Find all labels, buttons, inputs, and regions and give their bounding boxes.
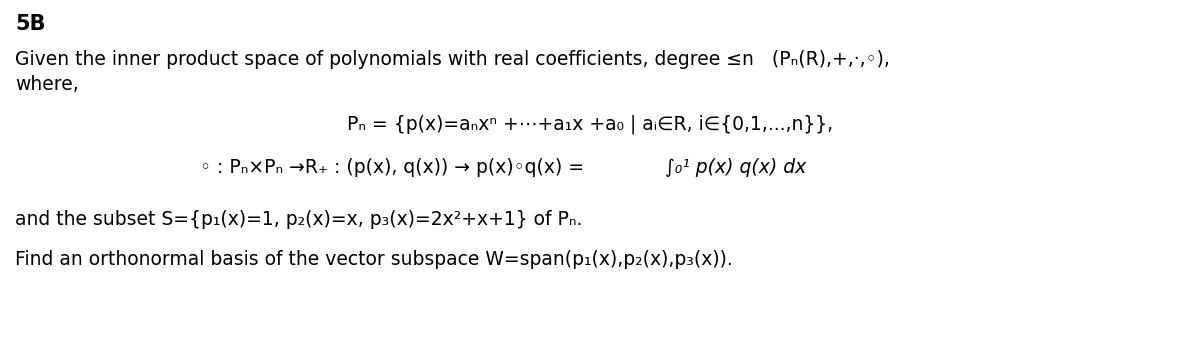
Text: and the subset S={p₁(x)=1, p₂(x)=x, p₃(x)=2x²+x+1} of Pₙ.: and the subset S={p₁(x)=1, p₂(x)=x, p₃(x… — [15, 210, 582, 229]
Text: Find an orthonormal basis of the vector subspace W=span(p₁(x),p₂(x),p₃(x)).: Find an orthonormal basis of the vector … — [15, 250, 732, 269]
Text: ∫₀¹ p(x) q(x) dx: ∫₀¹ p(x) q(x) dx — [665, 158, 807, 177]
Text: Pₙ = {p(x)=aₙxⁿ +⋯+a₁x +a₀ | aᵢ∈R, i∈{0,1,...,n}},: Pₙ = {p(x)=aₙxⁿ +⋯+a₁x +a₀ | aᵢ∈R, i∈{0,… — [347, 115, 833, 135]
Text: Given the inner product space of polynomials with real coefficients, degree ≤n  : Given the inner product space of polynom… — [15, 50, 889, 69]
Text: where,: where, — [15, 75, 79, 94]
Text: 5B: 5B — [15, 14, 46, 34]
Text: ◦ : Pₙ×Pₙ →R₊ : (p(x), q(x)) → p(x)◦q(x) =: ◦ : Pₙ×Pₙ →R₊ : (p(x), q(x)) → p(x)◦q(x)… — [200, 158, 590, 177]
